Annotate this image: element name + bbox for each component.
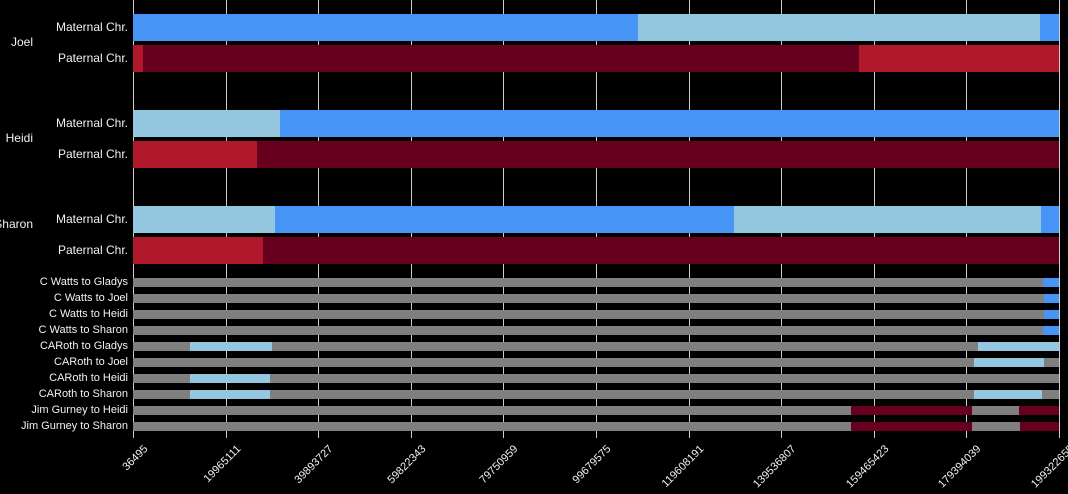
bar-segment-blue [279, 110, 1059, 137]
group-label-sharon: Sharon [0, 217, 33, 231]
bar-segment-lightblue [974, 390, 1042, 399]
bar-segment-gray [1041, 390, 1059, 399]
bar-segment-gray [972, 406, 1019, 415]
bar-segment-darkred [256, 141, 1059, 168]
gridline [1059, 0, 1060, 433]
comparison-row-label: CARoth to Joel [54, 356, 128, 368]
bar-segment-gray [133, 310, 1044, 319]
bar-segment-gray [133, 390, 190, 399]
bar-segment-darkred [851, 406, 973, 415]
row-label: Maternal Chr. [55, 212, 128, 226]
bar-segment-lightblue [978, 342, 1059, 351]
bar-segment-lightblue [133, 110, 280, 137]
bar-segment-gray [133, 422, 852, 431]
bar-segment-gray [133, 374, 190, 383]
row-heidi-maternal [133, 110, 1059, 137]
comparison-row [133, 278, 1059, 287]
row-sharon-paternal [133, 237, 1059, 264]
bar-segment-gray [133, 294, 1044, 303]
row-label: Paternal Chr. [57, 147, 128, 161]
axis-tick [1059, 433, 1060, 438]
bar-segment-gray [133, 278, 1043, 287]
bar-segment-lightblue [734, 206, 1041, 233]
comparison-row [133, 342, 1059, 351]
axis-tick [410, 433, 412, 438]
bar-segment-darkred [262, 237, 1059, 264]
bar-segment-blue [1039, 14, 1059, 41]
comparison-row-label: C Watts to Heidi [48, 308, 128, 320]
bar-segment-gray [133, 342, 190, 351]
comparison-row [133, 374, 1059, 383]
bar-segment-lightblue [189, 342, 272, 351]
comparison-row-label: Jim Gurney to Sharon [21, 420, 128, 432]
comparison-row-label: C Watts to Sharon [38, 324, 128, 336]
bar-segment-blue [1043, 310, 1059, 319]
bar-segment-lightblue [637, 14, 1040, 41]
bar-segment-gray [133, 326, 1043, 335]
comparison-row [133, 326, 1059, 335]
bar-segment-gray [972, 422, 1020, 431]
bar-segment-blue [1043, 294, 1059, 303]
bar-segment-lightblue [189, 390, 270, 399]
group-label-joel: Joel [10, 35, 33, 49]
comparison-row [133, 358, 1059, 367]
bar-segment-blue [1040, 206, 1059, 233]
bar-segment-gray [269, 390, 975, 399]
bar-segment-darkred [143, 45, 859, 72]
bar-segment-lightblue [189, 374, 270, 383]
comparison-row-label: CARoth to Heidi [49, 372, 128, 384]
axis-tick [781, 433, 783, 438]
axis-tick [225, 433, 227, 438]
bar-segment-blue [1042, 326, 1059, 335]
bar-segment-gray [133, 406, 852, 415]
bar-segment-darkred [1018, 406, 1059, 415]
bar-segment-darkred [851, 422, 973, 431]
comparison-row-label: CARoth to Gladys [39, 340, 128, 352]
group-label-heidi: Heidi [5, 131, 33, 145]
comparison-row-label: Jim Gurney to Heidi [31, 404, 128, 416]
row-sharon-maternal [133, 206, 1059, 233]
comparison-row-label: CARoth to Sharon [38, 388, 128, 400]
bar-segment-blue [275, 206, 735, 233]
x-axis-tick-label: 36495 [120, 443, 151, 474]
comparison-row [133, 294, 1059, 303]
axis-tick [318, 433, 320, 438]
row-joel-maternal [133, 14, 1059, 41]
row-label: Maternal Chr. [55, 116, 128, 130]
axis-tick [133, 433, 134, 438]
bar-segment-gray [271, 342, 979, 351]
row-label: Maternal Chr. [55, 20, 128, 34]
row-label: Paternal Chr. [57, 51, 128, 65]
row-label: Paternal Chr. [57, 243, 128, 257]
row-joel-paternal [133, 45, 1059, 72]
bar-segment-red [858, 45, 1059, 72]
comparison-row [133, 406, 1059, 415]
bar-segment-gray [1043, 358, 1059, 367]
comparison-row [133, 310, 1059, 319]
comparison-row [133, 390, 1059, 399]
comparison-row [133, 422, 1059, 431]
bar-segment-blue [133, 14, 638, 41]
bar-segment-blue [1042, 278, 1059, 287]
bar-segment-gray [133, 358, 975, 367]
comparison-row-label: C Watts to Gladys [39, 276, 128, 288]
bar-segment-darkred [1020, 422, 1059, 431]
axis-tick [503, 433, 505, 438]
axis-tick [596, 433, 597, 438]
bar-segment-red [133, 141, 257, 168]
bar-segment-red [133, 45, 144, 72]
axis-tick [873, 433, 875, 438]
bar-segment-lightblue [974, 358, 1044, 367]
axis-tick [688, 433, 690, 438]
bar-segment-lightblue [133, 206, 276, 233]
row-heidi-paternal [133, 141, 1059, 168]
bar-segment-gray [269, 374, 1059, 383]
axis-tick [966, 433, 968, 438]
comparison-row-label: C Watts to Joel [53, 292, 128, 304]
bar-segment-red [133, 237, 263, 264]
